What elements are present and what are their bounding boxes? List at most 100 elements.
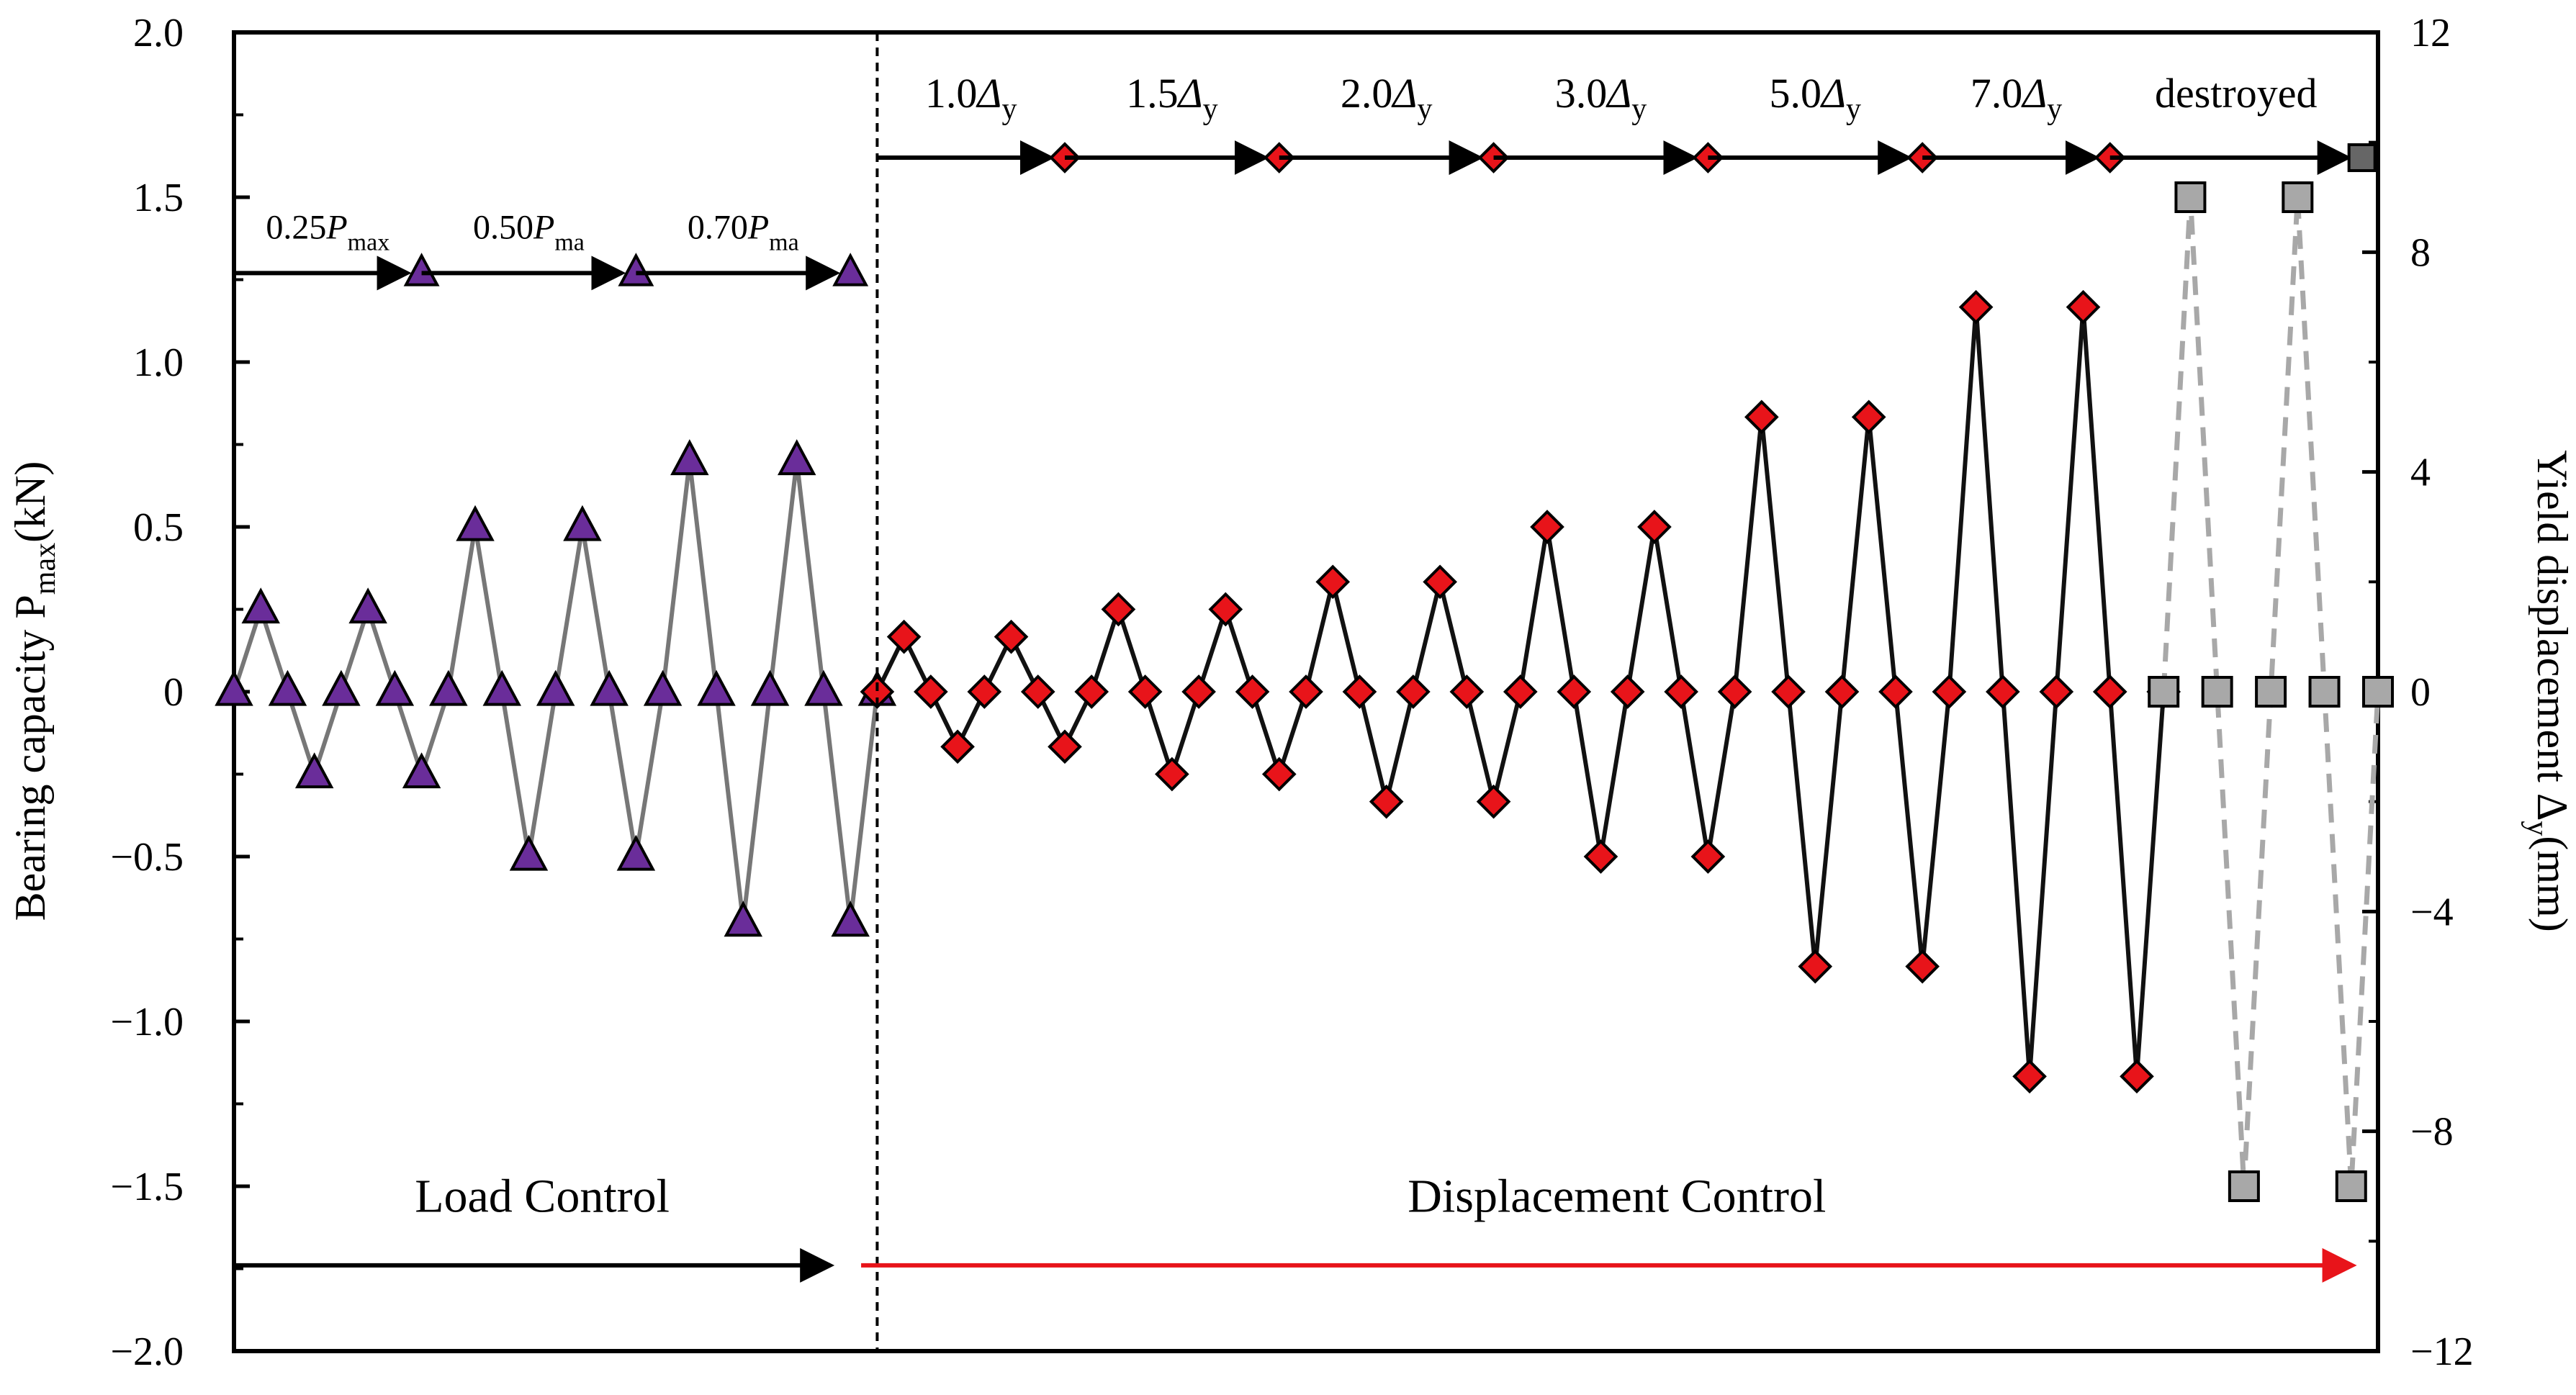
data-point-diamond xyxy=(914,674,948,709)
data-point-triangle xyxy=(482,669,521,706)
data-point-triangle xyxy=(724,900,763,937)
data-point-triangle xyxy=(670,439,709,476)
data-point-diamond xyxy=(860,674,895,709)
data-point-diamond xyxy=(1181,674,1216,709)
right-tick-label: 0 xyxy=(2410,670,2431,715)
data-point-diamond xyxy=(1905,949,1940,984)
disp-stage-label: 5.0Δy xyxy=(1770,70,1862,126)
data-point-triangle xyxy=(831,900,870,937)
data-point-diamond xyxy=(1690,839,1726,874)
data-point-triangle xyxy=(402,752,441,789)
data-point-diamond xyxy=(1583,839,1618,874)
load-stage-label: 0.50Pma xyxy=(473,208,585,256)
load-stage-marker xyxy=(618,253,654,286)
right-tick-label: −8 xyxy=(2410,1110,2454,1155)
right-tick-label: −12 xyxy=(2410,1329,2474,1374)
data-point-diamond xyxy=(1932,674,1967,709)
data-point-diamond xyxy=(1423,564,1457,600)
left-tick-label: 1.5 xyxy=(133,176,184,220)
left-tick-label: −1.0 xyxy=(110,1000,184,1044)
data-point-triangle xyxy=(590,669,629,706)
data-point-diamond xyxy=(2039,674,2074,709)
phase-label: Displacement Control xyxy=(1408,1170,1826,1223)
data-point-triangle xyxy=(643,669,683,706)
data-point-diamond xyxy=(1208,592,1243,627)
data-point-diamond xyxy=(1851,399,1886,435)
data-point-diamond xyxy=(2012,1059,2047,1094)
disp-stage-label: 1.5Δy xyxy=(1126,70,1218,126)
data-point-triangle xyxy=(750,669,790,706)
data-point-diamond xyxy=(1396,674,1431,709)
data-point-diamond xyxy=(1020,674,1055,709)
data-point-diamond xyxy=(1503,674,1538,709)
data-point-triangle xyxy=(268,669,307,706)
disp-stage-label: destroyed xyxy=(2155,70,2318,117)
left-tick-label: 1.0 xyxy=(133,340,184,385)
disp-stage-label: 7.0Δy xyxy=(1971,70,2063,126)
data-point-diamond xyxy=(1824,674,1860,709)
data-point-diamond xyxy=(1101,592,1136,627)
data-point-triangle xyxy=(777,439,816,476)
data-point-diamond xyxy=(1610,674,1645,709)
data-point-diamond xyxy=(1557,674,1592,709)
load-stage-label: 0.70Pma xyxy=(688,208,799,256)
data-point-diamond xyxy=(1798,949,1833,984)
data-point-triangle xyxy=(348,587,387,624)
data-point-diamond xyxy=(1048,729,1082,764)
data-point-diamond xyxy=(886,619,922,654)
data-point-diamond xyxy=(1342,674,1377,709)
data-point-square xyxy=(2174,181,2207,213)
series-layer xyxy=(215,181,2394,1202)
data-point-square xyxy=(2335,1170,2367,1202)
data-point-triangle xyxy=(456,505,495,541)
data-point-triangle xyxy=(429,669,468,706)
data-point-triangle xyxy=(697,669,736,706)
right-tick-label: 12 xyxy=(2410,11,2451,55)
data-point-triangle xyxy=(536,669,575,706)
data-point-diamond xyxy=(994,619,1029,654)
data-point-diamond xyxy=(1958,289,1994,325)
data-point-square xyxy=(2201,676,2233,708)
load-stage-marker xyxy=(832,253,869,286)
data-point-diamond xyxy=(1476,784,1511,819)
disp-stage-label: 2.0Δy xyxy=(1341,70,1433,126)
data-point-triangle xyxy=(215,669,253,706)
data-point-diamond xyxy=(1369,784,1404,819)
destroyed-marker xyxy=(2347,143,2377,173)
right-tick-label: 8 xyxy=(2410,230,2431,275)
data-point-square xyxy=(2308,676,2341,708)
data-point-diamond xyxy=(940,729,975,764)
right-tick-label: −4 xyxy=(2410,890,2454,934)
data-point-triangle xyxy=(322,669,361,706)
data-point-diamond xyxy=(1315,564,1351,600)
data-point-diamond xyxy=(2120,1059,2154,1094)
data-point-triangle xyxy=(616,834,656,871)
left-axis-title: Bearing capacity Pmax(kN) xyxy=(6,461,62,921)
right-axis-title: Yield displacement Δy(mm) xyxy=(2521,450,2576,931)
data-point-diamond xyxy=(1717,674,1752,709)
data-point-triangle xyxy=(241,587,280,624)
left-tick-label: 2.0 xyxy=(133,11,184,55)
phase-label: Load Control xyxy=(415,1170,670,1223)
data-point-diamond xyxy=(1155,757,1189,792)
data-point-triangle xyxy=(375,669,415,706)
load-stage-marker xyxy=(403,253,440,286)
data-point-diamond xyxy=(1449,674,1485,709)
load-stage-label: 0.25Pmax xyxy=(266,208,389,256)
data-point-diamond xyxy=(1074,674,1109,709)
data-point-triangle xyxy=(563,505,602,541)
right-axis-ticks: 12 8 4 0 −4 −8 −12 xyxy=(2362,11,2474,1374)
left-axis-ticks: 2.0 1.5 1.0 0.5 0 −0.5 −1.0 −1.5 −2.0 xyxy=(110,11,250,1374)
data-point-square xyxy=(2148,676,2180,708)
left-tick-label: 0 xyxy=(163,670,184,715)
data-point-diamond xyxy=(2066,289,2101,325)
data-point-diamond xyxy=(1878,674,1913,709)
data-point-diamond xyxy=(1986,674,2020,709)
disp-stage-label: 3.0Δy xyxy=(1555,70,1647,126)
data-point-square xyxy=(2255,676,2287,708)
data-point-diamond xyxy=(2092,674,2127,709)
data-point-square xyxy=(2228,1170,2260,1202)
left-tick-label: −0.5 xyxy=(110,835,184,880)
stage-annotations: 0.25Pmax 0.50Pma 0.70Pma 1.0Δy 1.5Δy 2.0Δy 3.0… xyxy=(234,32,2377,1351)
